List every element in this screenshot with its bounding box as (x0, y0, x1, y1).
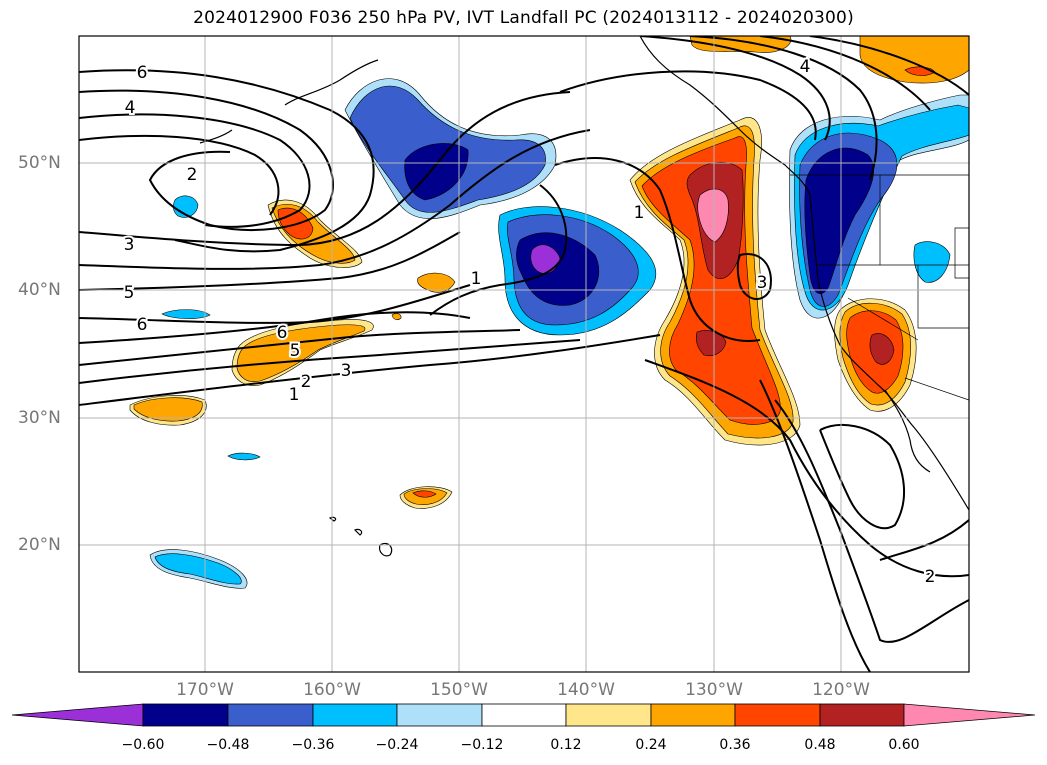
contour-label: 1 (289, 385, 300, 405)
colorbar-tick-label: −0.24 (375, 737, 419, 753)
gridlines (79, 36, 969, 672)
lat-label: 30°N (18, 408, 61, 428)
colorbar-tick-label: 0.24 (635, 737, 667, 753)
contour-label: 1 (634, 203, 645, 223)
contour-label: 5 (124, 283, 135, 303)
map-frame (78, 35, 970, 673)
borders (790, 174, 969, 401)
contour-label: 6 (277, 323, 288, 343)
lat-label: 50°N (18, 153, 61, 173)
contour-labels: 6 4 2 3 5 6 6 5 3 2 1 1 1 3 4 2 (122, 55, 938, 589)
contour-label: 2 (187, 165, 198, 185)
contour-label: 3 (757, 273, 768, 293)
lon-label: 160°W (303, 680, 361, 700)
colorbar-tick-label: −0.36 (291, 737, 335, 753)
contour-label: 3 (124, 235, 135, 255)
lon-label: 140°W (557, 680, 615, 700)
map-title: 2024012900 F036 250 hPa PV, IVT Landfall… (193, 8, 854, 28)
lon-label: 170°W (176, 680, 234, 700)
map-plot-area: 6 4 2 3 5 6 6 5 3 2 1 1 1 3 4 2 (79, 36, 969, 672)
lat-label: 40°N (18, 280, 61, 300)
colorbar-tick-label: −0.60 (121, 737, 165, 753)
lon-label: 120°W (812, 680, 870, 700)
lon-label: 130°W (685, 680, 743, 700)
colorbar-tick-label: 0.36 (719, 737, 751, 753)
colorbar-tick-label: 0.60 (888, 737, 920, 753)
colorbar-tick-label: −0.12 (460, 737, 504, 753)
contour-label: 2 (925, 567, 936, 587)
lon-label: 150°W (430, 680, 488, 700)
colorbar-tick-label: −0.48 (206, 737, 250, 753)
colorbar-extend-low (11, 703, 144, 727)
contour-label: 2 (301, 372, 312, 392)
contour-label: 5 (290, 341, 301, 361)
contour-label: 1 (471, 269, 482, 289)
contour-label: 4 (125, 98, 136, 118)
contour-label: 4 (800, 57, 811, 77)
colorbar-extend-high (903, 703, 1036, 727)
colorbar-tick-label: 0.48 (804, 737, 836, 753)
shaded-field (129, 36, 969, 589)
colorbar-tick-label: 0.12 (550, 737, 582, 753)
pv-contours (79, 36, 969, 672)
lat-label: 20°N (18, 535, 61, 555)
contour-label: 6 (137, 315, 148, 335)
colorbar (11, 703, 1036, 727)
contour-label: 3 (341, 361, 352, 381)
contour-label: 6 (137, 63, 148, 83)
